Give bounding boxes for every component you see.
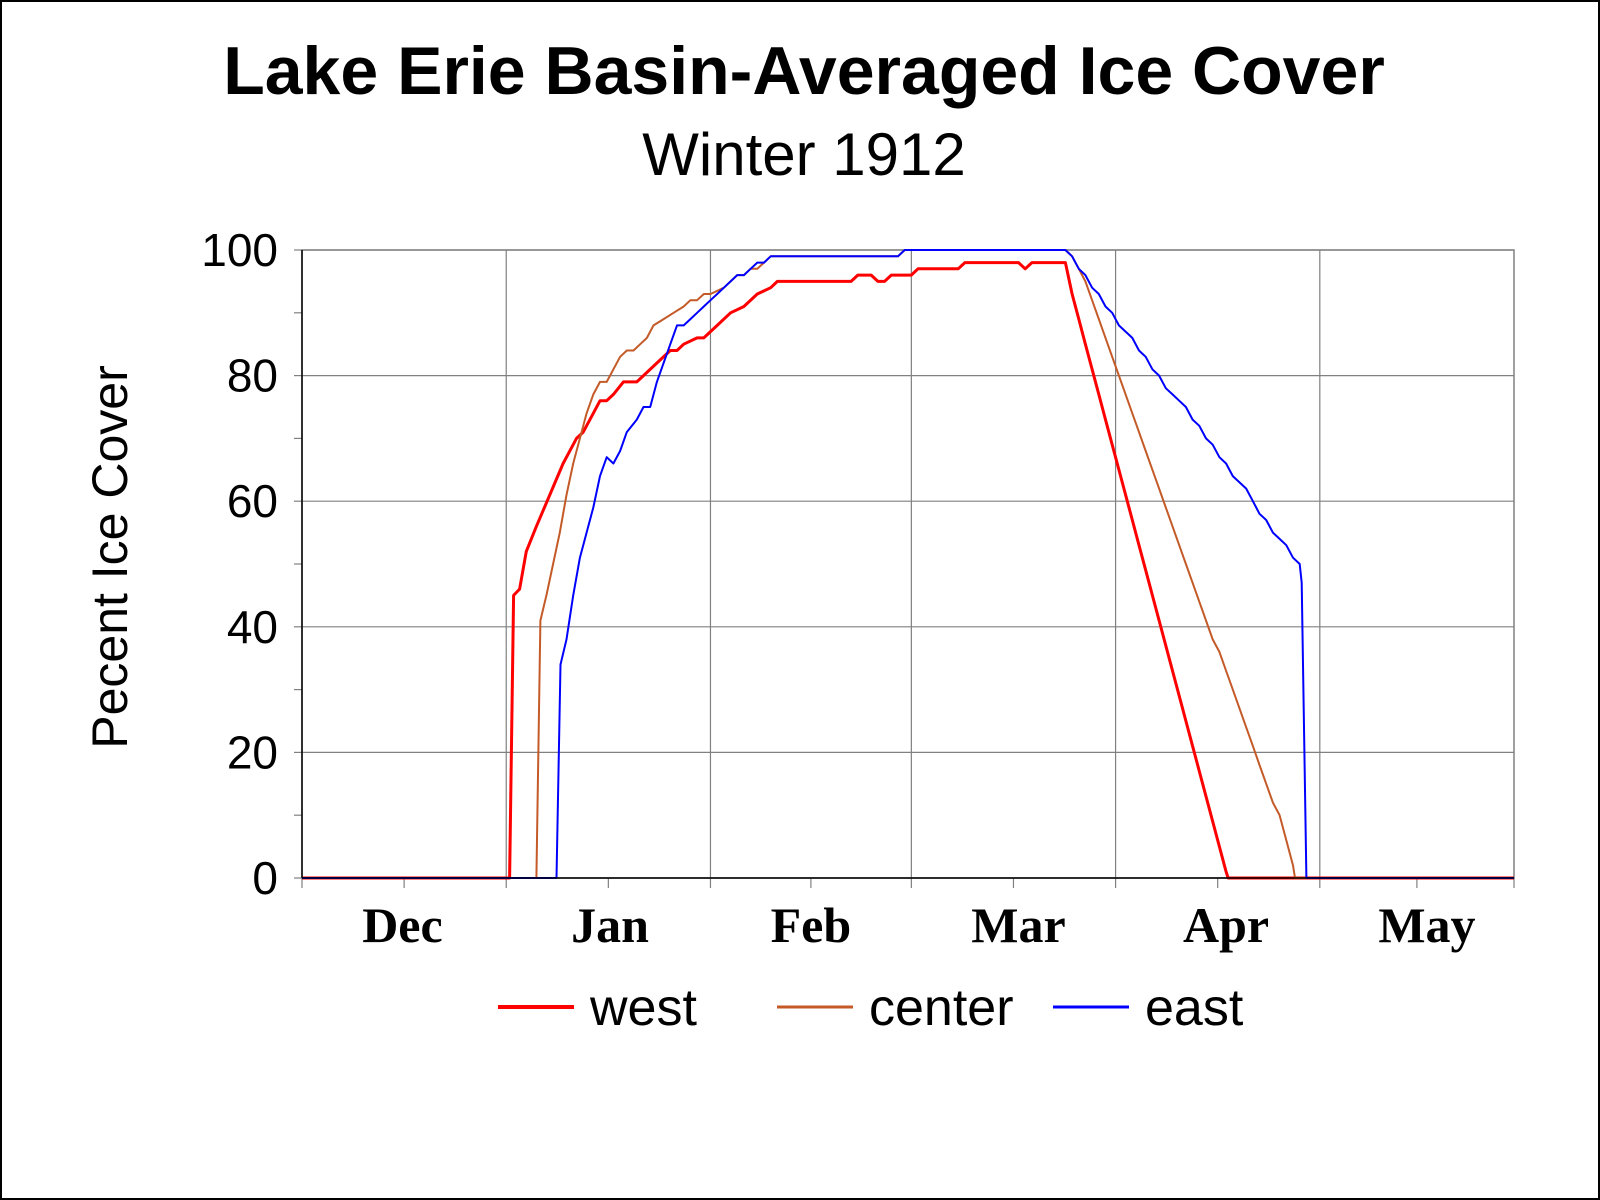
plot-area-border: [301, 249, 1515, 879]
minor-ticks: [294, 249, 1515, 888]
legend-item-west: west: [498, 979, 697, 1037]
legend-label-center: center: [869, 979, 1014, 1037]
x-tick-label-jan: Jan: [571, 897, 649, 953]
y-tick-label: 100: [201, 224, 278, 276]
y-tick-label: 40: [227, 601, 278, 653]
series-line-east: [302, 249, 1514, 879]
legend-item-center: center: [777, 979, 1014, 1037]
y-tick-labels: 0 20 40 60 80 100: [201, 224, 278, 904]
legend-label-west: west: [589, 979, 697, 1037]
x-tick-label-may: May: [1378, 897, 1475, 953]
y-tick-label: 60: [227, 475, 278, 527]
chart-title: Lake Erie Basin-Averaged Ice Cover: [223, 33, 1385, 109]
x-tick-label-dec: Dec: [362, 897, 443, 953]
y-tick-label: 20: [227, 726, 278, 778]
x-tick-label-mar: Mar: [971, 897, 1065, 953]
y-tick-label: 0: [252, 852, 278, 904]
y-axis-label: Pecent Ice Cover: [82, 365, 138, 749]
gridlines: [302, 249, 1514, 879]
legend: west center east: [498, 979, 1244, 1037]
x-tick-labels: Dec Jan Feb Mar Apr May: [362, 897, 1475, 953]
y-tick-label: 80: [227, 350, 278, 402]
x-tick-label-apr: Apr: [1183, 897, 1269, 953]
legend-label-east: east: [1145, 979, 1244, 1037]
legend-item-east: east: [1053, 979, 1244, 1037]
series-line-center: [302, 249, 1514, 879]
chart-subtitle: Winter 1912: [642, 121, 966, 188]
series-line-west: [302, 261, 1514, 880]
x-tick-label-feb: Feb: [771, 897, 852, 953]
series-layer: [302, 249, 1514, 880]
